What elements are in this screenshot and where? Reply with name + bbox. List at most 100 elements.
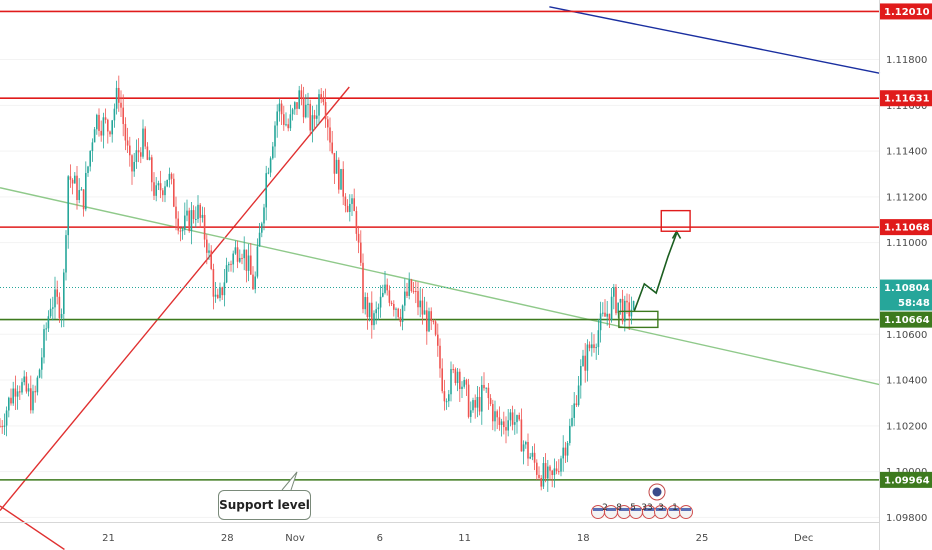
candle-body: [87, 166, 89, 173]
candle-body: [309, 103, 311, 131]
candle-body: [305, 104, 307, 118]
candle-body: [410, 279, 413, 292]
candle-body: [430, 311, 432, 321]
callout-pointer: [281, 471, 298, 491]
candle-body: [423, 310, 426, 315]
candle-body: [208, 250, 210, 253]
candle-body: [522, 444, 525, 452]
candle-body: [74, 175, 76, 184]
candle-body: [129, 145, 131, 156]
candle-body: [498, 417, 501, 425]
candle-body: [357, 233, 360, 243]
candle-body: [115, 87, 118, 109]
candle-body: [157, 183, 160, 186]
candle-body: [487, 387, 490, 399]
candle-body: [511, 412, 514, 425]
candle-body: [577, 385, 580, 406]
candle-body: [408, 279, 410, 296]
candle-body: [60, 313, 63, 318]
candle-body: [441, 368, 443, 392]
projection-line: [633, 233, 678, 312]
event-count: 8: [616, 503, 622, 513]
candle-body: [140, 152, 142, 157]
candle-body: [379, 296, 382, 308]
candle-body: [82, 189, 85, 210]
candle-body: [573, 403, 575, 418]
candle-body: [582, 355, 584, 367]
price-tag-label: 1.09964: [884, 475, 930, 486]
candle-body: [602, 312, 604, 314]
candle-body: [395, 308, 397, 310]
price-tag-label: 1.10664: [884, 315, 930, 326]
candle-body: [181, 229, 184, 232]
candle-body: [214, 294, 217, 297]
candle-body: [250, 255, 252, 275]
event-flag-stripe: [681, 508, 691, 511]
event-count: 2: [602, 503, 608, 513]
event-flag-stripe: [606, 508, 616, 511]
candle-body: [278, 103, 281, 112]
time-axis[interactable]: 21 28 Nov 6 11 18 25 Dec: [102, 533, 813, 544]
candle-body: [558, 471, 560, 473]
candle-body: [584, 355, 586, 371]
candle-body: [168, 173, 171, 180]
candle-body: [252, 274, 254, 290]
candle-body: [351, 198, 353, 204]
candle-body: [476, 396, 479, 408]
candle-body: [580, 366, 582, 386]
event-count: 5: [630, 503, 636, 513]
candle-body: [8, 397, 10, 411]
candle-body: [258, 232, 261, 247]
candle-body: [32, 391, 34, 411]
candle-body: [241, 257, 243, 259]
candle-body: [71, 179, 74, 184]
candle-body: [575, 403, 578, 406]
candle-body: [212, 268, 215, 297]
candle-body: [269, 158, 272, 173]
candle-body: [69, 176, 72, 180]
candle-body: [586, 344, 589, 371]
candle-body: [329, 127, 331, 143]
candle-body: [131, 155, 133, 172]
candle-body: [496, 411, 498, 418]
support-level-callout[interactable]: Support level: [218, 490, 311, 520]
candle-body: [272, 146, 274, 159]
candle-body: [173, 178, 175, 207]
y-tick-label: 1.09800: [886, 513, 927, 524]
candle-body: [384, 284, 386, 293]
price-axis-border: [879, 0, 880, 550]
candle-body: [434, 321, 437, 335]
candle-body: [344, 196, 347, 206]
candle-body: [30, 388, 32, 411]
candle-body: [355, 211, 358, 234]
candle-body: [419, 300, 421, 308]
candle-body: [236, 247, 239, 262]
candle-body: [93, 129, 96, 143]
candle-body: [335, 159, 338, 174]
candle-body: [428, 311, 430, 332]
candle-body: [276, 111, 278, 126]
candle-body: [338, 159, 340, 190]
grid: [0, 59, 880, 518]
candle-body: [78, 190, 80, 201]
candle-body: [111, 120, 113, 135]
candle-body: [606, 313, 608, 317]
candle-body: [366, 297, 369, 318]
candle-body: [23, 376, 25, 383]
candle-body: [492, 403, 494, 422]
x-tick-label: 21: [102, 533, 115, 544]
candle-body: [320, 94, 322, 98]
candle-body: [197, 204, 199, 220]
candle-body: [404, 291, 406, 306]
candle-body: [571, 417, 573, 426]
x-tick-label: 25: [696, 533, 709, 544]
candle-body: [265, 173, 267, 208]
candle-body: [375, 309, 377, 314]
candle-body: [626, 300, 628, 303]
candle-body: [547, 466, 549, 479]
candle-body: [283, 114, 285, 125]
candle-body: [454, 369, 457, 384]
candle-body: [122, 107, 124, 125]
